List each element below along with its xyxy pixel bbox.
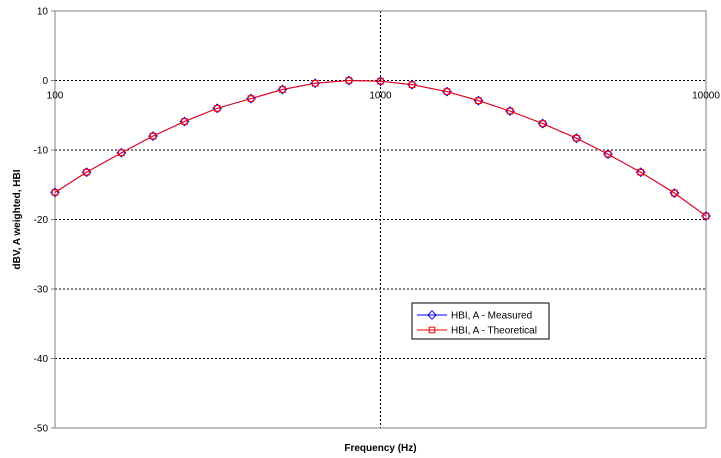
data-point — [181, 118, 188, 125]
data-point — [213, 105, 221, 112]
legend-label: HBI, A - Measured — [451, 311, 532, 322]
legend-label: HBI, A - Theoretical — [451, 326, 537, 337]
y-tick-label: 10 — [37, 7, 49, 18]
data-point — [637, 168, 644, 176]
legend-box — [411, 302, 550, 340]
data-point — [604, 150, 612, 158]
x-axis-title: Frequency (Hz) — [344, 443, 416, 454]
y-tick-label: -50 — [34, 424, 49, 435]
data-point — [247, 95, 255, 102]
data-point — [408, 81, 416, 88]
y-tick-label: 0 — [42, 76, 48, 87]
series-layer — [50, 75, 711, 221]
legend-marker — [428, 326, 436, 334]
grid-layer — [55, 11, 706, 428]
y-tick-label: -30 — [34, 285, 49, 296]
data-point — [539, 120, 547, 127]
y-tick-label: -40 — [34, 354, 49, 365]
series-line — [54, 79, 707, 217]
legend: HBI, A - Measured HBI, A - Theoretical — [411, 302, 550, 340]
data-point — [345, 77, 353, 84]
data-point — [149, 132, 157, 140]
y-tick-label: -10 — [34, 146, 49, 157]
x-tick-label: 100 — [47, 91, 64, 102]
data-point — [506, 107, 514, 115]
data-point — [443, 88, 451, 95]
legend-marker — [427, 310, 437, 320]
y-axis-title: dBV, A weighted, HBI — [12, 169, 23, 269]
x-tick-label: 10000 — [692, 91, 720, 102]
data-point — [311, 79, 319, 87]
data-point — [377, 77, 384, 85]
data-point — [51, 189, 59, 196]
data-point — [83, 168, 90, 176]
data-point — [671, 189, 678, 197]
data-point — [475, 97, 482, 104]
series-2 — [51, 77, 710, 220]
data-point — [702, 212, 710, 220]
data-point — [573, 134, 580, 142]
data-point — [118, 149, 125, 157]
data-point — [279, 86, 286, 93]
x-tick-label: 1000 — [369, 91, 392, 102]
y-tick-label: -20 — [34, 215, 49, 226]
